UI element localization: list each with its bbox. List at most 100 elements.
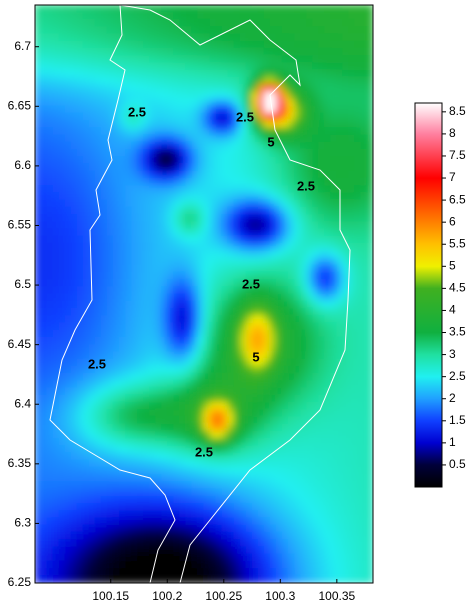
field-cell <box>227 33 235 42</box>
field-cell <box>131 33 139 42</box>
field-cell <box>76 18 84 28</box>
field-cell <box>64 177 72 187</box>
field-cell <box>330 423 338 432</box>
field-cell <box>336 271 344 281</box>
field-cell <box>161 271 169 281</box>
field-cell <box>300 459 308 468</box>
field-cell <box>82 488 90 497</box>
field-cell <box>137 531 145 541</box>
field-cell <box>179 242 187 252</box>
field-cell <box>263 416 271 425</box>
field-cell <box>209 40 217 49</box>
field-cell <box>288 336 296 346</box>
field-cell <box>119 235 127 244</box>
field-cell <box>281 445 289 454</box>
field-cell <box>185 127 193 136</box>
field-cell <box>318 423 326 432</box>
field-cell <box>233 149 241 158</box>
field-cell <box>300 141 308 150</box>
field-cell <box>215 279 223 288</box>
field-cell <box>288 401 296 411</box>
field-cell <box>167 365 175 374</box>
field-cell <box>52 307 60 317</box>
field-cell <box>179 47 187 57</box>
field-cell <box>161 141 169 150</box>
field-cell <box>324 474 332 483</box>
field-cell <box>173 560 181 570</box>
field-cell <box>94 271 102 281</box>
field-cell <box>119 11 127 20</box>
field-cell <box>76 228 84 237</box>
field-cell <box>215 228 223 237</box>
field-cell <box>366 206 373 216</box>
field-cell <box>269 214 277 223</box>
field-cell <box>233 141 241 150</box>
field-cell <box>70 329 78 338</box>
field-cell <box>119 228 127 237</box>
field-cell <box>209 98 217 107</box>
field-cell <box>143 452 151 461</box>
field-cell <box>239 83 247 93</box>
field-cell <box>155 380 163 389</box>
field-cell <box>167 47 175 57</box>
field-cell <box>203 47 211 57</box>
field-cell <box>269 524 277 533</box>
field-cell <box>173 163 181 172</box>
field-cell <box>137 459 145 468</box>
field-cell <box>330 358 338 367</box>
field-cell <box>143 495 151 505</box>
field-cell <box>76 416 84 425</box>
field-cell <box>275 387 283 396</box>
field-cell <box>239 307 247 317</box>
field-cell <box>82 430 90 439</box>
field-cell <box>221 185 229 194</box>
field-cell <box>233 503 241 512</box>
field-cell <box>221 387 229 396</box>
field-cell <box>94 141 102 150</box>
field-cell <box>360 430 368 439</box>
field-cell <box>155 156 163 165</box>
field-cell <box>46 510 54 519</box>
field-cell <box>318 98 326 107</box>
field-cell <box>221 264 229 273</box>
field-cell <box>354 300 362 309</box>
field-cell <box>155 149 163 158</box>
field-cell <box>46 322 54 331</box>
field-cell <box>149 459 157 468</box>
field-cell <box>354 495 362 505</box>
field-cell <box>281 214 289 223</box>
field-cell <box>257 394 265 403</box>
field-cell <box>191 560 199 570</box>
field-cell <box>288 33 296 42</box>
field-cell <box>366 76 373 85</box>
field-cell <box>306 156 314 165</box>
field-cell <box>76 177 84 187</box>
field-cell <box>179 524 187 533</box>
field-cell <box>52 380 60 389</box>
field-cell <box>94 351 102 360</box>
field-cell <box>233 40 241 49</box>
field-cell <box>269 242 277 252</box>
field-cell <box>112 91 120 100</box>
field-cell <box>251 192 259 201</box>
field-cell <box>131 235 139 244</box>
field-cell <box>251 257 259 266</box>
field-cell <box>167 474 175 483</box>
field-cell <box>197 438 205 447</box>
field-cell <box>52 394 60 403</box>
field-cell <box>306 199 314 208</box>
field-cell <box>70 372 78 382</box>
field-cell <box>324 141 332 150</box>
field-cell <box>221 459 229 468</box>
field-cell <box>125 163 133 172</box>
field-cell <box>52 409 60 418</box>
field-cell <box>94 438 102 447</box>
field-cell <box>46 387 54 396</box>
field-cell <box>318 177 326 187</box>
field-cell <box>221 112 229 122</box>
field-cell <box>191 488 199 497</box>
field-cell <box>360 351 368 360</box>
field-cell <box>106 257 114 266</box>
field-cell <box>318 163 326 172</box>
field-cell <box>227 98 235 107</box>
